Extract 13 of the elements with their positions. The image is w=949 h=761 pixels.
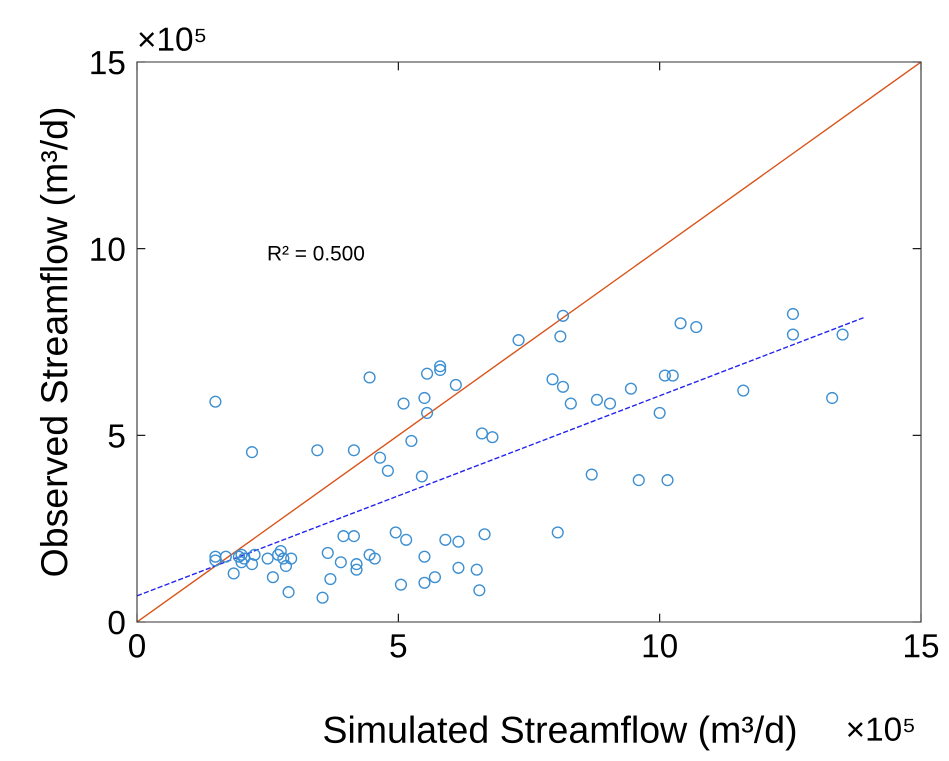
y-axis-title: Observed Streamflow (m³/d) [40,108,75,576]
x-tick-label: 0 [129,634,145,658]
x-tick-label: 15 [905,634,938,658]
y-tick-label: 0 [108,610,125,634]
y-tick-label: 5 [108,424,124,448]
y-tick-label: 15 [91,51,124,74]
x-tick-label: 10 [644,634,677,658]
x-tick-label: 5 [390,634,406,658]
text: ×10⁵ [848,717,914,741]
annotation: R² = 0.500 [268,246,364,261]
x-axis-title: Simulated Streamflow (m³/d) [324,716,796,750]
y-tick-label: 10 [91,237,125,262]
text: ×10⁵ [139,27,206,51]
